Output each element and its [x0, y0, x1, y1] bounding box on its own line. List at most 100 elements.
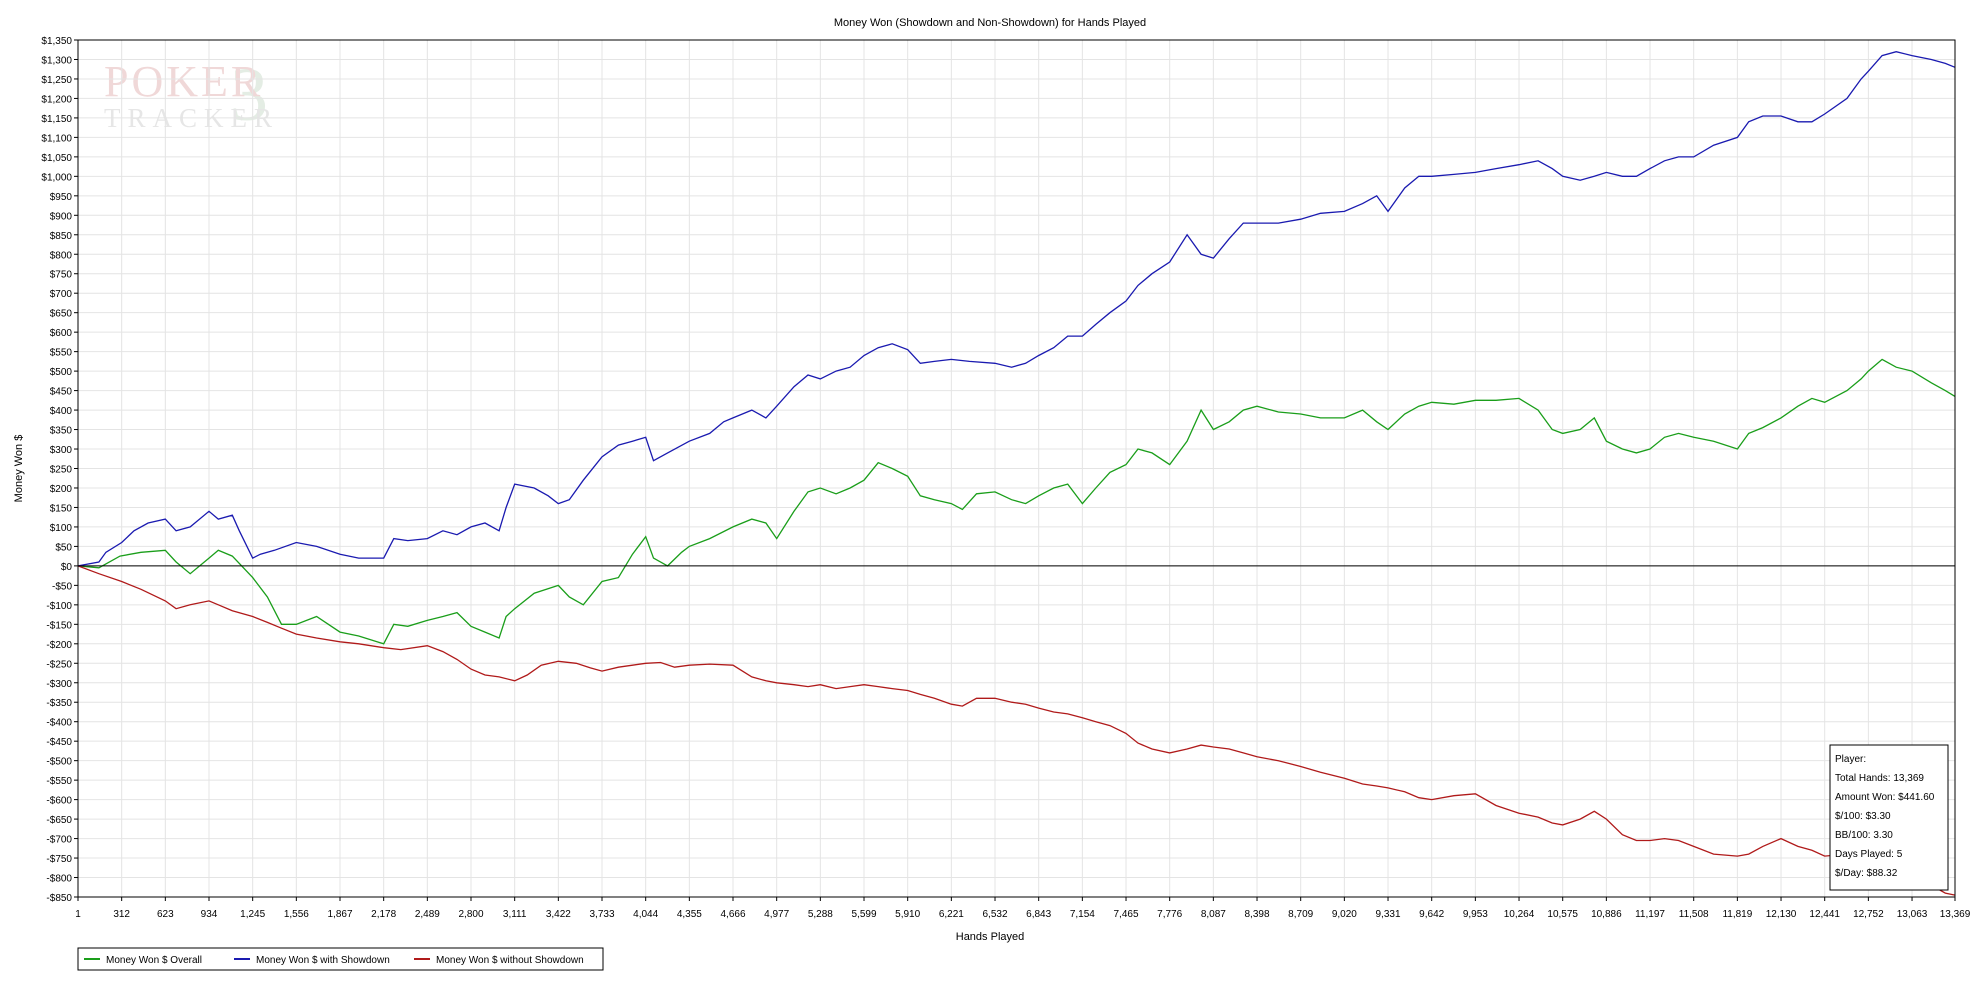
x-tick-label: 4,666: [720, 909, 745, 920]
y-tick-label: $0: [61, 562, 73, 573]
legend-frame: [77, 947, 604, 971]
x-tick-label: 934: [201, 909, 218, 920]
x-tick-label: 12,441: [1809, 909, 1840, 920]
y-tick-label: -$750: [46, 854, 72, 865]
y-tick-label: -$450: [46, 737, 72, 748]
stats-line: Total Hands: 13,369: [1835, 773, 1924, 784]
chart-legend: Money Won $ Overall Money Won $ with Show…: [77, 947, 604, 971]
y-tick-label: $350: [50, 426, 73, 437]
y-tick-label: $100: [50, 523, 73, 534]
x-tick-label: 6,843: [1026, 909, 1051, 920]
x-tick-label: 7,465: [1114, 909, 1139, 920]
y-tick-label: -$550: [46, 776, 72, 787]
y-tick-label: -$100: [46, 601, 72, 612]
x-tick-label: 8,709: [1288, 909, 1313, 920]
x-tick-label: 2,800: [458, 909, 483, 920]
x-tick-label: 2,178: [371, 909, 396, 920]
y-tick-label: $800: [50, 250, 73, 261]
series-line-1: [77, 358, 1956, 645]
x-tick-label: 9,642: [1419, 909, 1444, 920]
x-tick-label: 10,264: [1504, 909, 1535, 920]
legend-label: Money Won $ Overall: [106, 955, 202, 966]
y-tick-label: $1,250: [41, 75, 72, 86]
y-tick-label: $650: [50, 309, 73, 320]
x-tick-label: 3,422: [546, 909, 571, 920]
y-tick-label: -$650: [46, 815, 72, 826]
stats-line: Player:: [1835, 754, 1866, 765]
y-tick-label: -$700: [46, 835, 72, 846]
legend-label: Money Won $ with Showdown: [256, 955, 390, 966]
y-tick-label: $750: [50, 270, 73, 281]
y-tick-label: $700: [50, 289, 73, 300]
y-tick-label: $1,000: [41, 172, 72, 183]
grid: [77, 39, 1956, 898]
x-tick-label: 1,556: [284, 909, 309, 920]
y-tick-label: -$850: [46, 893, 72, 904]
x-tick-label: 4,355: [677, 909, 702, 920]
x-tick-label: 11,819: [1722, 909, 1752, 920]
y-tick-label: $200: [50, 484, 73, 495]
x-tick-label: 1,867: [327, 909, 352, 920]
x-tick-label: 13,369: [1940, 909, 1971, 920]
y-tick-label: $1,300: [41, 55, 72, 66]
y-tick-label: $250: [50, 465, 73, 476]
x-tick-label: 4,977: [764, 909, 789, 920]
y-tick-label: $550: [50, 348, 73, 359]
x-tick-label: 8,398: [1245, 909, 1270, 920]
x-tick-label: 3,733: [589, 909, 614, 920]
y-tick-label: $900: [50, 211, 73, 222]
y-tick-label: -$800: [46, 874, 72, 885]
x-tick-label: 12,130: [1766, 909, 1797, 920]
player-stats-box: Player: Total Hands: 13,369 Amount Won: $4…: [1829, 744, 1949, 891]
x-tick-label: 312: [113, 909, 130, 920]
y-tick-label: -$300: [46, 679, 72, 690]
x-tick-label: 13,063: [1897, 909, 1928, 920]
x-tick-label: 1: [75, 909, 81, 920]
x-tick-label: 9,020: [1332, 909, 1357, 920]
x-axis-ticks: 1 312 623 934 1,245 1,556 1,867 2,178 2,489 2,800…: [75, 897, 1971, 920]
series-lines: [77, 51, 1956, 896]
x-tick-label: 10,575: [1547, 909, 1578, 920]
y-tick-label: -$150: [46, 620, 72, 631]
x-tick-label: 6,532: [983, 909, 1008, 920]
x-tick-label: 11,197: [1635, 909, 1665, 920]
stats-line: Days Played: 5: [1835, 849, 1903, 860]
y-tick-label: $150: [50, 503, 73, 514]
y-tick-label: -$400: [46, 718, 72, 729]
x-tick-label: 10,886: [1591, 909, 1622, 920]
y-tick-label: -$500: [46, 757, 72, 768]
y-tick-label: -$200: [46, 640, 72, 651]
x-tick-label: 9,953: [1463, 909, 1488, 920]
y-tick-label: $400: [50, 406, 73, 417]
x-tick-label: 4,044: [633, 909, 658, 920]
y-tick-label: $1,200: [41, 94, 72, 105]
y-tick-label: $500: [50, 367, 73, 378]
y-tick-label: $1,150: [41, 114, 72, 125]
plot-area-border: [77, 39, 1956, 898]
y-tick-label: -$50: [52, 581, 72, 592]
series-line-2: [77, 51, 1956, 567]
watermark-line1: POKER: [104, 57, 263, 106]
x-axis-label: Hands Played: [956, 931, 1025, 943]
stats-line: Amount Won: $441.60: [1835, 792, 1935, 803]
y-tick-label: $50: [55, 542, 72, 553]
y-tick-label: $600: [50, 328, 73, 339]
x-tick-label: 12,752: [1853, 909, 1884, 920]
y-tick-label: $950: [50, 192, 73, 203]
y-tick-label: $1,050: [41, 153, 72, 164]
stats-line: $/100: $3.30: [1835, 811, 1891, 822]
stats-line: $/Day: $88.32: [1835, 868, 1898, 879]
y-tick-label: $1,100: [41, 133, 72, 144]
y-axis-ticks: $1,350 $1,300 $1,250 $1,200 $1,150 $1,100 $1,0…: [41, 36, 78, 904]
watermark-numeral: 3: [230, 53, 268, 137]
legend-label: Money Won $ without Showdown: [436, 955, 584, 966]
x-tick-label: 5,599: [851, 909, 876, 920]
x-tick-label: 11,508: [1679, 909, 1709, 920]
chart-title: Money Won (Showdown and Non-Showdown) fo…: [834, 17, 1146, 29]
y-axis-label: Money Won $: [13, 435, 25, 503]
x-tick-label: 3,111: [503, 909, 527, 920]
y-tick-label: $1,350: [41, 36, 72, 47]
x-tick-label: 623: [157, 909, 174, 920]
x-tick-label: 9,331: [1376, 909, 1401, 920]
